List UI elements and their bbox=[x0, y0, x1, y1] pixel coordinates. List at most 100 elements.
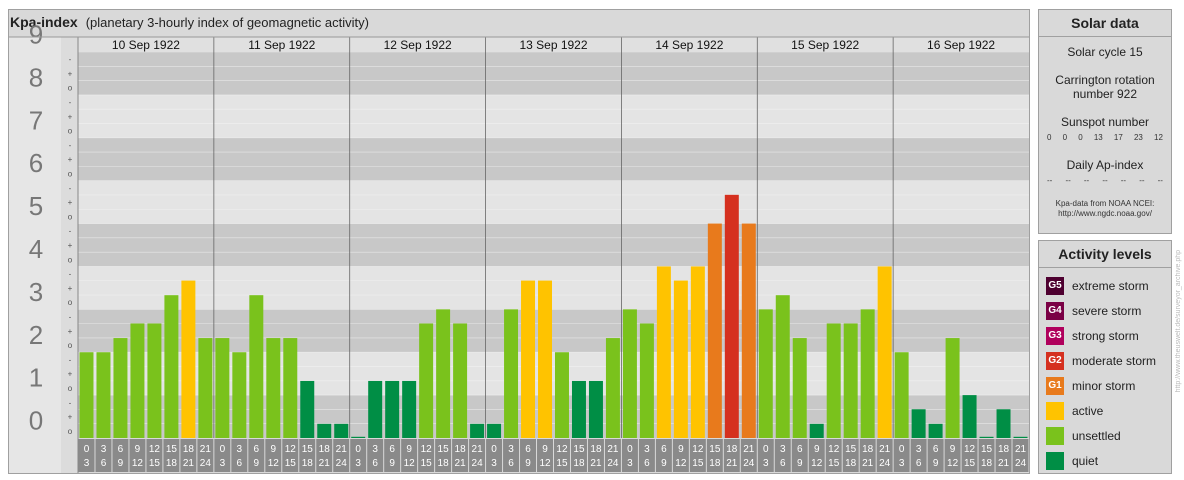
minor-tick-label: - bbox=[69, 398, 72, 407]
minor-tick-label: + bbox=[68, 112, 73, 121]
hour-start-label: 18 bbox=[862, 444, 874, 455]
hour-box bbox=[723, 439, 740, 472]
hour-box bbox=[961, 439, 978, 472]
hour-start-label: 6 bbox=[933, 444, 939, 455]
ap-value: -- bbox=[1139, 176, 1145, 185]
ap-value: -- bbox=[1083, 176, 1090, 185]
hour-start-label: 18 bbox=[319, 444, 331, 455]
kp-bar bbox=[792, 338, 807, 438]
hour-start-label: 0 bbox=[220, 444, 226, 455]
hour-end-label: 3 bbox=[220, 458, 226, 469]
hour-box bbox=[78, 439, 95, 472]
hour-start-label: 18 bbox=[590, 444, 602, 455]
hour-box bbox=[367, 439, 384, 472]
hour-start-label: 9 bbox=[135, 444, 141, 455]
source-link[interactable]: http://www.ngdc.noaa.gov/ bbox=[1058, 209, 1152, 218]
legend-swatch bbox=[1046, 426, 1064, 445]
hour-start-label: 15 bbox=[302, 444, 314, 455]
hour-box bbox=[350, 439, 367, 472]
kp-bar bbox=[164, 295, 179, 438]
legend-label: severe storm bbox=[1072, 303, 1142, 318]
y-tick-label: 0 bbox=[29, 406, 43, 436]
hour-end-label: 15 bbox=[828, 458, 840, 469]
band bbox=[78, 223, 1029, 267]
minor-tick-label: o bbox=[68, 170, 73, 179]
hour-end-label: 12 bbox=[539, 458, 551, 469]
hour-end-label: 9 bbox=[118, 458, 124, 469]
credit-text: http://www.theuswelt.de/surveyor_archive… bbox=[1175, 250, 1182, 393]
hour-box bbox=[570, 439, 587, 472]
hour-box bbox=[146, 439, 163, 472]
kp-bar bbox=[555, 352, 569, 438]
ap-label: Daily Ap-index bbox=[1066, 158, 1144, 172]
kp-bar bbox=[402, 380, 417, 438]
ap-value: -- bbox=[1102, 176, 1108, 185]
legend-item-extreme-storm: G5 extreme storm bbox=[1046, 276, 1171, 295]
ap-values: -- -- -- -- -- -- -- bbox=[1047, 176, 1163, 185]
kp-bar bbox=[639, 323, 654, 438]
hour-box bbox=[197, 439, 214, 472]
hour-end-label: 3 bbox=[355, 458, 361, 469]
minor-tick-label: o bbox=[68, 127, 73, 136]
kp-bar bbox=[130, 323, 145, 438]
minor-tick-label: + bbox=[68, 284, 73, 293]
hour-end-label: 6 bbox=[101, 458, 107, 469]
activity-legend: G5 extreme storm G4 severe storm G3 strong st… bbox=[1039, 276, 1171, 470]
kp-bar bbox=[1013, 436, 1028, 438]
hour-box bbox=[621, 439, 638, 472]
day-label: 15 Sep 1922 bbox=[791, 38, 859, 52]
hour-start-label: 9 bbox=[814, 444, 820, 455]
hour-box bbox=[554, 439, 570, 472]
hour-start-label: 12 bbox=[421, 444, 433, 455]
hour-end-label: 3 bbox=[84, 458, 90, 469]
band bbox=[78, 94, 1029, 138]
kp-bar bbox=[521, 280, 536, 438]
ap-value: -- bbox=[1120, 176, 1127, 185]
hour-start-label: 12 bbox=[149, 444, 161, 455]
kp-bar bbox=[96, 352, 111, 438]
hour-start-label: 0 bbox=[84, 444, 90, 455]
kp-bar bbox=[809, 423, 824, 438]
hour-start-label: 18 bbox=[998, 444, 1010, 455]
hour-box bbox=[587, 439, 604, 472]
hour-end-label: 12 bbox=[404, 458, 416, 469]
hour-box bbox=[163, 439, 180, 472]
hour-box bbox=[129, 439, 146, 472]
hour-end-label: 3 bbox=[899, 458, 905, 469]
hour-box bbox=[112, 439, 129, 472]
minor-tick-label: - bbox=[69, 270, 72, 279]
hour-end-label: 12 bbox=[132, 458, 144, 469]
hour-box bbox=[944, 439, 961, 472]
hour-end-label: 15 bbox=[692, 458, 704, 469]
legend-item-moderate-storm: G2 moderate storm bbox=[1046, 351, 1171, 370]
solar-data-title: Solar data bbox=[1039, 10, 1171, 37]
sunspot-value: 0 bbox=[1078, 133, 1083, 142]
hour-box bbox=[893, 439, 910, 472]
y-tick-label: 6 bbox=[29, 148, 43, 178]
hour-end-label: 21 bbox=[183, 458, 195, 469]
hour-box bbox=[333, 439, 350, 472]
hour-start-label: 0 bbox=[899, 444, 905, 455]
hour-start-label: 21 bbox=[336, 444, 348, 455]
hour-box bbox=[299, 439, 316, 472]
minor-tick-label: + bbox=[68, 327, 73, 336]
chart-title: Kpa-index (planetary 3-hourly index of ge… bbox=[10, 14, 369, 30]
chart-title-text: Kpa-index bbox=[10, 14, 78, 30]
kp-bar bbox=[368, 380, 383, 438]
hour-start-label: 18 bbox=[455, 444, 467, 455]
kp-bar bbox=[249, 295, 264, 438]
hour-end-label: 24 bbox=[336, 458, 348, 469]
hour-end-label: 15 bbox=[964, 458, 976, 469]
hour-box bbox=[706, 439, 723, 472]
kp-bar bbox=[894, 352, 909, 438]
minor-tick-label: + bbox=[68, 413, 73, 422]
sunspot-values: 0 0 0 13 17 23 12 bbox=[1047, 133, 1163, 142]
minor-tick-label: - bbox=[69, 141, 72, 150]
hour-start-label: 18 bbox=[183, 444, 195, 455]
kp-bar bbox=[962, 395, 977, 438]
hour-box bbox=[910, 439, 927, 472]
legend-swatch: G5 bbox=[1046, 276, 1064, 295]
hour-start-label: 6 bbox=[797, 444, 803, 455]
hour-end-label: 18 bbox=[709, 458, 721, 469]
day-label: 12 Sep 1922 bbox=[384, 38, 452, 52]
